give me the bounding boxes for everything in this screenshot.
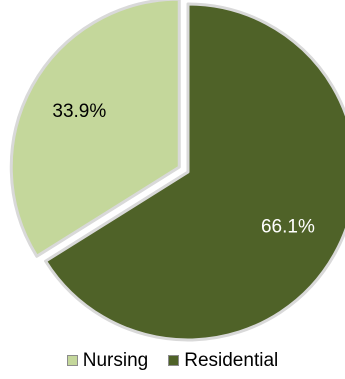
slice-residential (44, 2, 345, 342)
slice-label-nursing: 33.9% (52, 101, 106, 122)
legend-item-residential: Residential (168, 351, 278, 370)
legend-swatch-residential (168, 354, 180, 366)
legend-swatch-nursing (66, 354, 78, 366)
slice-label-residential: 66.1% (261, 216, 315, 237)
legend-item-nursing: Nursing (66, 349, 149, 371)
slice-nursing (9, 0, 181, 258)
legend-label-nursing: Nursing (82, 349, 149, 371)
legend-label-residential: Residential (184, 349, 279, 371)
legend: Nursing Residential (0, 346, 345, 374)
